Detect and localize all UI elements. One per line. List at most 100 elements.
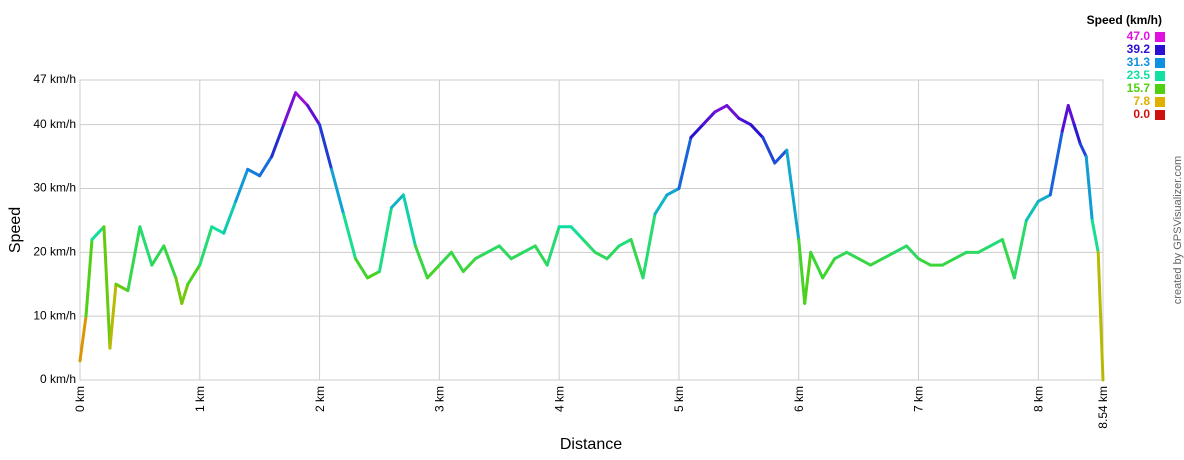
line-segment [1036, 193, 1052, 203]
line-segment [701, 110, 717, 127]
line-segment [869, 257, 885, 267]
x-tick-label: 0 km [73, 386, 87, 412]
line-segment [749, 123, 765, 139]
line-segment [389, 193, 405, 210]
line-segment [1090, 218, 1100, 254]
line-segment [713, 104, 729, 114]
line-segment [425, 263, 441, 280]
legend-swatch [1155, 32, 1165, 42]
y-tick-label: 10 km/h [33, 308, 76, 322]
line-segment [653, 193, 669, 216]
line-segment [593, 250, 609, 261]
line-segment [108, 282, 118, 350]
legend-swatch [1155, 45, 1165, 55]
line-segment [881, 250, 897, 261]
line-segment [976, 244, 992, 254]
line-segment [162, 244, 178, 280]
line-segment [545, 225, 561, 267]
legend-label: 7.8 [1133, 94, 1150, 108]
line-segment [940, 257, 956, 267]
y-tick-label: 40 km/h [33, 117, 76, 131]
line-segment [833, 250, 849, 261]
x-tick-label: 5 km [672, 386, 686, 412]
line-segment [761, 135, 777, 165]
line-segment [803, 250, 813, 305]
legend-swatch [1155, 110, 1165, 120]
x-tick-label: 2 km [313, 386, 327, 412]
line-segment [186, 263, 202, 286]
line-segment [845, 250, 861, 261]
line-segment [773, 148, 789, 165]
line-segment [222, 199, 238, 235]
legend-label: 0.0 [1133, 107, 1150, 121]
line-segment [102, 225, 112, 350]
line-segment [952, 250, 968, 261]
line-segment [1084, 155, 1094, 222]
line-segment [1012, 218, 1028, 280]
line-segment [437, 250, 453, 267]
line-segment [282, 91, 298, 127]
legend-label: 31.3 [1127, 55, 1151, 69]
x-tick-label: 4 km [552, 386, 566, 412]
line-segment [569, 225, 585, 242]
y-tick-label: 0 km/h [40, 372, 76, 386]
x-tick-label: 7 km [912, 386, 926, 412]
y-tick-label: 47 km/h [33, 72, 76, 86]
line-segment [180, 282, 190, 305]
legend-swatch [1155, 97, 1165, 107]
line-segment [78, 314, 88, 363]
line-segment [988, 238, 1004, 248]
line-segment [629, 238, 645, 280]
line-segment [497, 244, 513, 261]
line-segment [114, 282, 130, 293]
line-segment [1078, 142, 1088, 159]
line-segment [581, 238, 597, 254]
line-segment [473, 250, 489, 261]
x-tick-label: 1 km [193, 386, 207, 412]
line-segment [126, 225, 142, 293]
y-tick-label: 30 km/h [33, 181, 76, 195]
line-segment [377, 206, 393, 273]
legend-title: Speed (km/h) [1087, 13, 1162, 27]
line-segment [270, 123, 286, 159]
y-tick-label: 20 km/h [33, 245, 76, 259]
x-axis-label: Distance [560, 436, 622, 453]
x-tick-label: 6 km [792, 386, 806, 412]
line-segment [138, 225, 154, 267]
line-segment [365, 269, 381, 280]
line-segment [210, 225, 226, 235]
line-segment [521, 244, 537, 254]
line-segment [318, 123, 334, 171]
line-segment [84, 238, 94, 318]
x-tick-label: 8.54 km [1096, 386, 1110, 429]
line-segment [461, 257, 477, 273]
line-segment [821, 257, 837, 280]
line-segment [246, 167, 262, 178]
line-segment [617, 238, 633, 248]
line-segment [401, 193, 417, 248]
line-segment [641, 212, 657, 280]
line-segment [737, 116, 753, 127]
line-segment [306, 104, 322, 127]
line-segment [1024, 199, 1040, 222]
line-segment [1060, 104, 1070, 133]
line-segment [725, 104, 741, 120]
line-segment [90, 225, 106, 242]
line-segment [605, 244, 621, 261]
line-segment [533, 244, 549, 267]
legend-label: 39.2 [1127, 42, 1151, 56]
line-segment [797, 238, 807, 305]
line-segment [234, 167, 250, 203]
line-segment [330, 167, 346, 216]
line-segment [509, 250, 525, 261]
line-segment [665, 187, 681, 197]
line-segment [342, 212, 358, 261]
line-segment [677, 135, 693, 191]
line-segment [1000, 238, 1016, 280]
line-segment [857, 257, 873, 267]
y-axis-label: Speed [7, 207, 24, 253]
credit: created by GPSVisualizer.com [1172, 156, 1184, 304]
legend-label: 47.0 [1127, 29, 1151, 43]
legend-swatch [1155, 71, 1165, 81]
